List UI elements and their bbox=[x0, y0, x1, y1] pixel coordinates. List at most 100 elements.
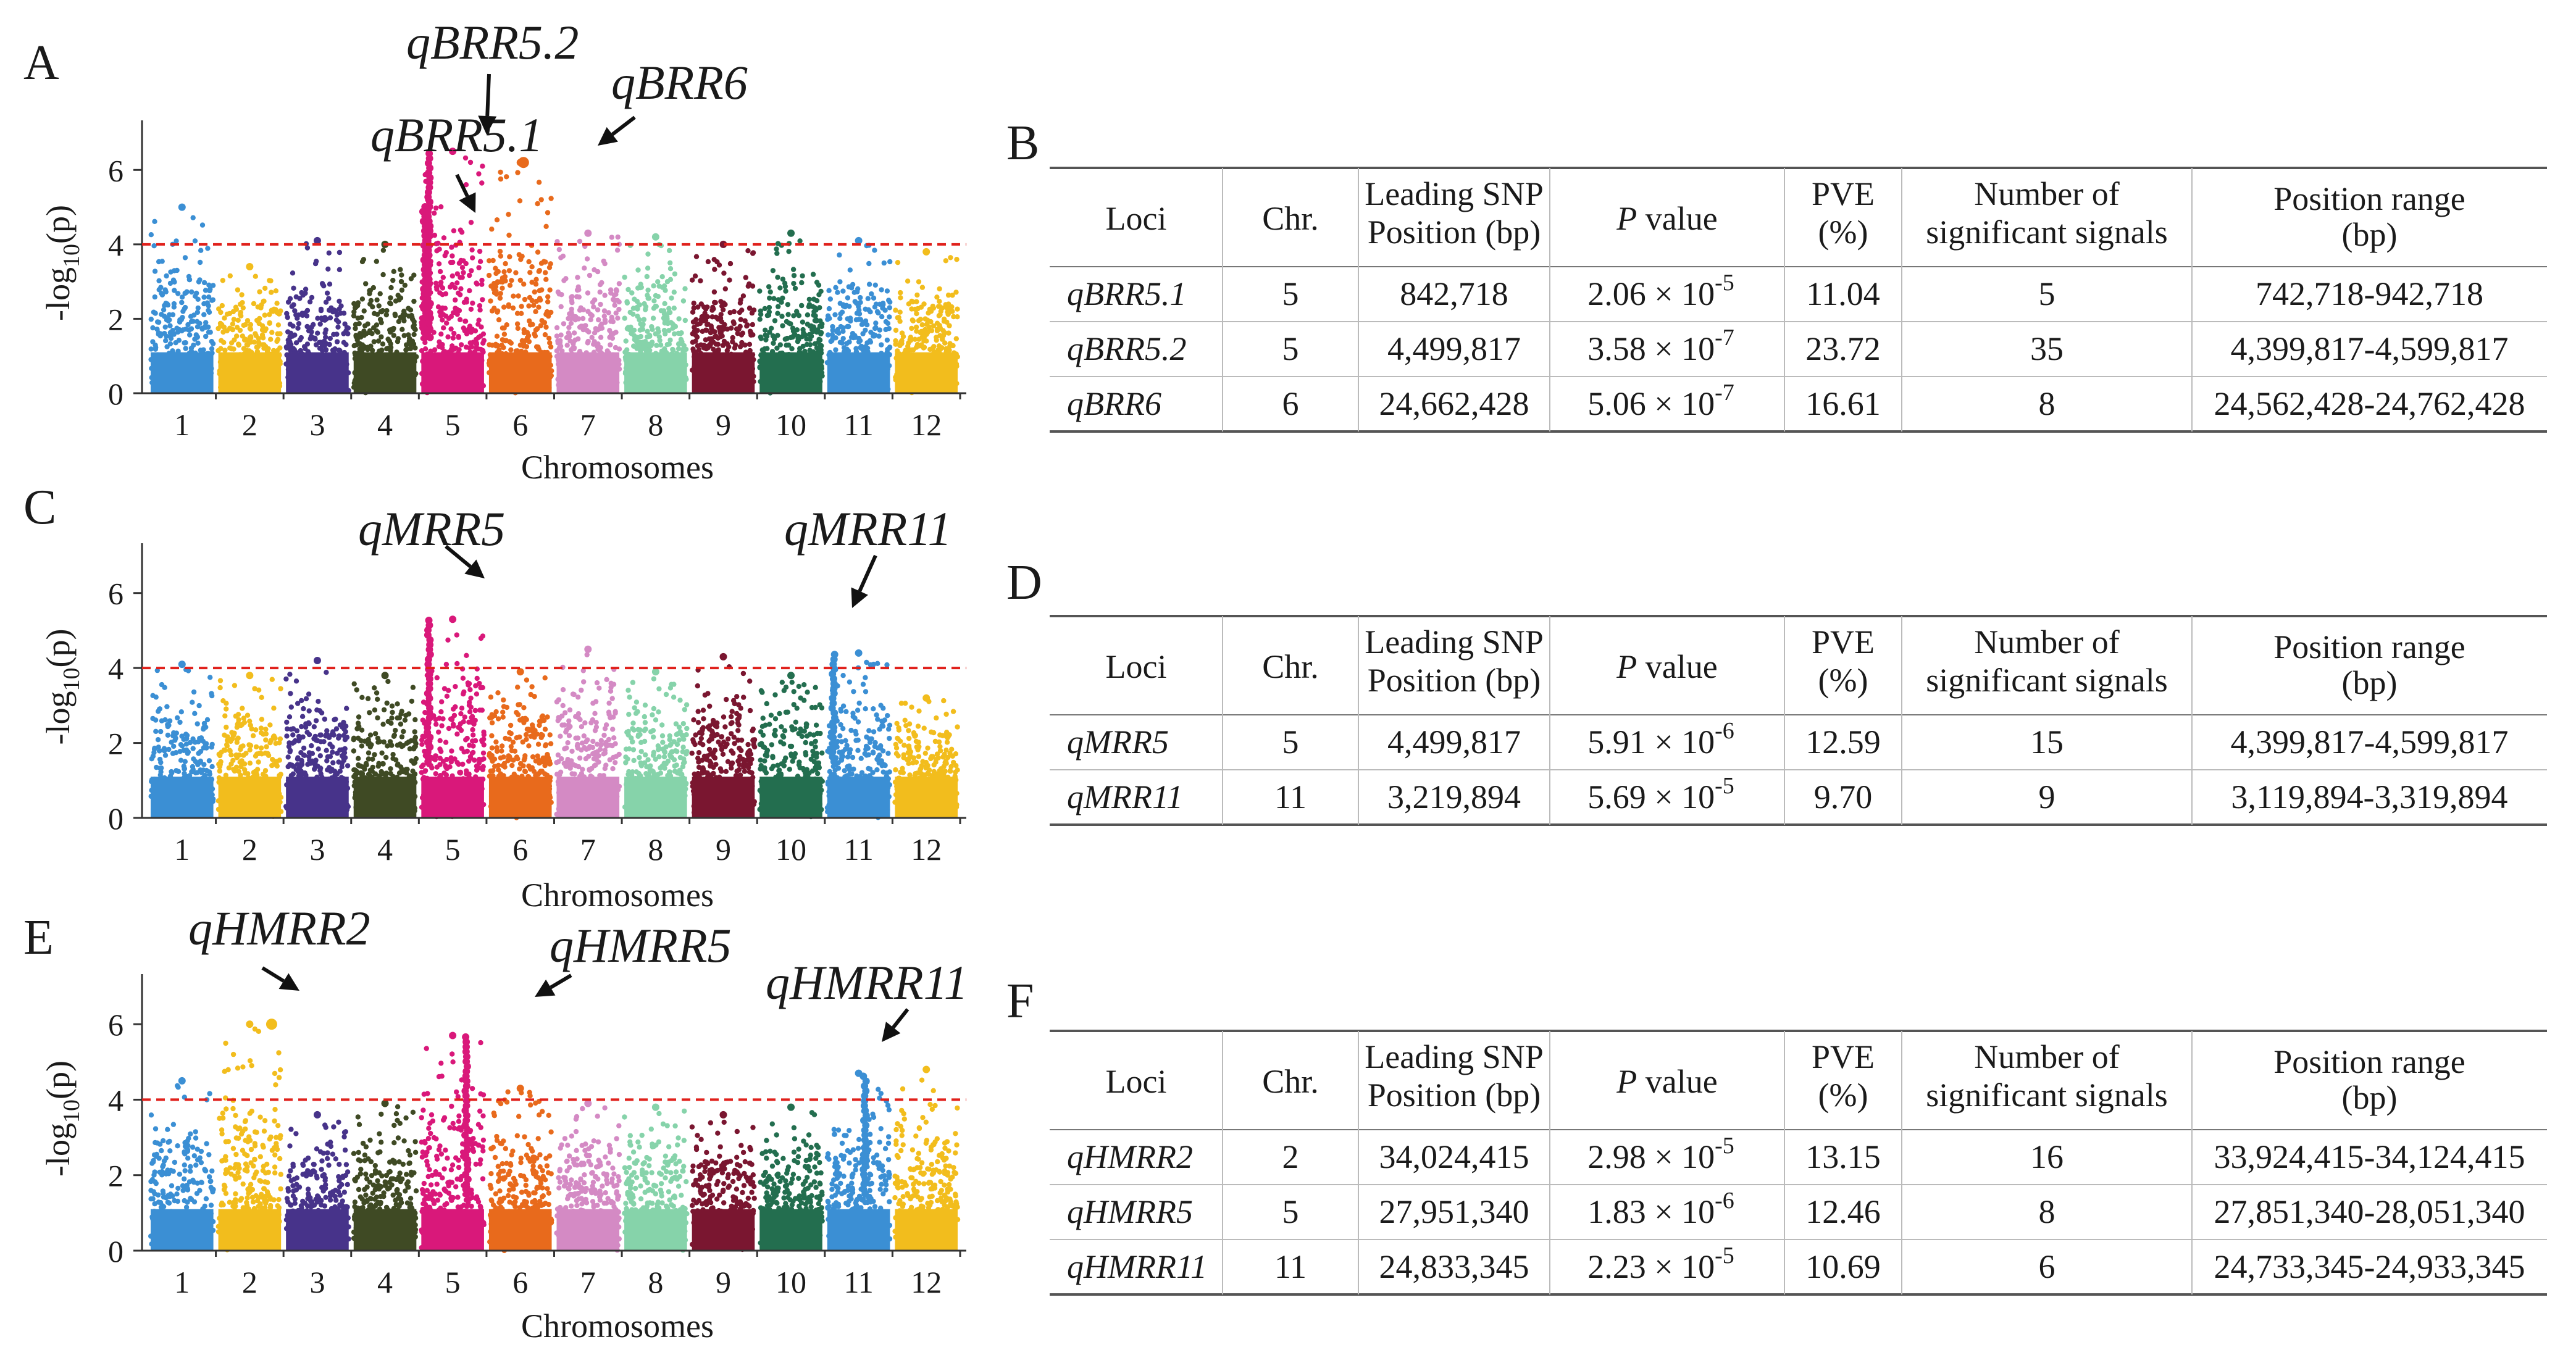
snp-point bbox=[219, 749, 224, 755]
snp-point bbox=[224, 724, 229, 730]
snp-point bbox=[320, 317, 327, 323]
snp-point bbox=[940, 333, 947, 338]
snp-point bbox=[330, 729, 336, 735]
snp-point bbox=[538, 197, 544, 202]
snp-point bbox=[679, 339, 685, 344]
snp-point bbox=[839, 340, 845, 346]
snp-point bbox=[356, 321, 362, 327]
snp-point bbox=[554, 325, 560, 331]
snp-point bbox=[671, 290, 677, 295]
snp-point bbox=[153, 311, 158, 316]
snp-point bbox=[554, 333, 560, 339]
snp-point bbox=[840, 328, 846, 334]
snp-point bbox=[467, 272, 472, 278]
snp-point bbox=[947, 309, 952, 315]
snp-point bbox=[516, 293, 521, 299]
snp-point bbox=[312, 261, 319, 267]
snp-point bbox=[299, 312, 306, 318]
snp-point bbox=[507, 730, 512, 736]
snp-point bbox=[527, 270, 533, 275]
snp-point bbox=[944, 319, 950, 325]
snp-point bbox=[585, 290, 591, 296]
snp-point bbox=[395, 339, 401, 344]
snp-point bbox=[290, 323, 296, 329]
snp-point bbox=[577, 238, 583, 244]
snp-point bbox=[197, 259, 203, 265]
snp-point bbox=[220, 278, 225, 283]
x-tick-label: 3 bbox=[309, 832, 325, 867]
snp-point bbox=[927, 346, 933, 352]
snp-point bbox=[355, 720, 361, 726]
snp-point bbox=[460, 761, 466, 767]
snp-point bbox=[495, 308, 501, 314]
snp-point bbox=[469, 715, 474, 720]
snp-point bbox=[499, 343, 504, 348]
snp-point bbox=[937, 299, 942, 304]
snp-point bbox=[516, 712, 521, 717]
snp-point bbox=[391, 732, 397, 738]
snp-point bbox=[740, 330, 746, 336]
snp-point bbox=[517, 277, 523, 283]
snp-point bbox=[500, 279, 505, 285]
snp-point bbox=[777, 285, 783, 291]
snp-point bbox=[468, 220, 474, 225]
snp-point bbox=[501, 704, 507, 709]
snp-density-band bbox=[759, 352, 822, 393]
snp-point bbox=[545, 210, 551, 215]
snp-point bbox=[338, 311, 343, 316]
snp-point bbox=[439, 699, 445, 705]
snp-point bbox=[854, 301, 859, 306]
snp-point bbox=[566, 325, 572, 330]
snp-point bbox=[337, 249, 343, 256]
snp-point bbox=[919, 335, 925, 340]
snp-point bbox=[898, 295, 903, 301]
snp-point bbox=[322, 716, 327, 722]
snp-point bbox=[309, 294, 315, 301]
snp-point bbox=[472, 707, 479, 714]
snp-point bbox=[866, 261, 872, 267]
snp-point bbox=[225, 734, 230, 740]
snp-point bbox=[694, 334, 700, 340]
snp-point bbox=[159, 682, 165, 688]
snp-point bbox=[234, 740, 240, 745]
snp-point bbox=[164, 316, 170, 322]
snp-point bbox=[589, 313, 595, 319]
snp-density-band bbox=[895, 352, 958, 393]
snp-point bbox=[458, 727, 464, 733]
snp-point bbox=[527, 294, 533, 301]
snp-point bbox=[196, 702, 202, 709]
snp-point bbox=[493, 709, 499, 715]
snp-point bbox=[159, 292, 165, 298]
snp-point bbox=[158, 285, 164, 290]
snp-point bbox=[507, 254, 512, 260]
snp-point bbox=[367, 744, 373, 750]
snp-point bbox=[616, 306, 622, 312]
snp-point bbox=[885, 320, 891, 327]
snp-point bbox=[339, 761, 345, 766]
snp-point bbox=[613, 330, 619, 335]
snp-point bbox=[608, 342, 613, 348]
snp-density-band bbox=[488, 777, 552, 818]
snp-point bbox=[450, 343, 455, 349]
snp-point bbox=[161, 307, 167, 313]
snp-point bbox=[494, 333, 500, 339]
snp-point bbox=[240, 300, 245, 306]
snp-point bbox=[461, 749, 467, 755]
snp-point bbox=[766, 284, 772, 290]
snp-point bbox=[378, 334, 384, 340]
snp-point bbox=[508, 722, 514, 728]
snp-point bbox=[389, 703, 395, 709]
chromosome-points-11 bbox=[824, 236, 893, 393]
snp-point bbox=[625, 286, 631, 293]
snp-point bbox=[168, 336, 174, 341]
snp-point bbox=[577, 324, 583, 330]
snp-point bbox=[218, 346, 224, 351]
snp-point bbox=[323, 335, 328, 340]
snp-point bbox=[438, 331, 444, 337]
snp-point bbox=[945, 292, 951, 298]
snp-point bbox=[489, 712, 495, 717]
snp-point bbox=[543, 742, 549, 748]
snp-density-band bbox=[286, 352, 349, 393]
snp-point bbox=[893, 327, 899, 333]
snp-point bbox=[521, 281, 527, 287]
